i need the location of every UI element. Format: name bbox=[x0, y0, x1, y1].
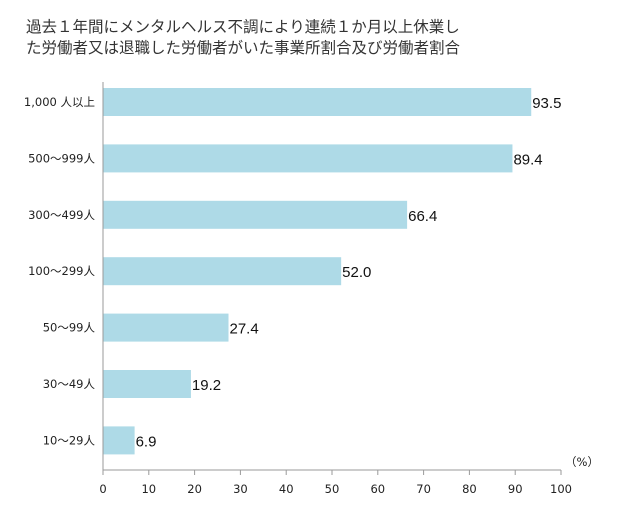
chart-title-line-2: た労働者又は退職した労働者がいた事業所割合及び労働者割合 bbox=[26, 39, 461, 57]
x-tick-label: 90 bbox=[508, 482, 523, 496]
x-tick-label: 20 bbox=[187, 482, 202, 496]
value-label: 66.4 bbox=[408, 208, 437, 225]
category-label: 500～999人 bbox=[28, 151, 95, 165]
x-tick-label: 10 bbox=[141, 482, 156, 496]
value-label: 27.4 bbox=[229, 321, 258, 338]
value-label: 89.4 bbox=[513, 151, 542, 168]
bars-layer bbox=[103, 88, 532, 455]
x-tick-label: 50 bbox=[325, 482, 340, 496]
bar bbox=[103, 144, 513, 173]
x-tick-label: 60 bbox=[370, 482, 385, 496]
x-axis: 0 10 20 30 40 50 60 70 80 90 100 （%） bbox=[99, 82, 599, 496]
value-label: 93.5 bbox=[532, 95, 561, 112]
value-label: 6.9 bbox=[136, 433, 157, 450]
x-tick-label: 40 bbox=[279, 482, 294, 496]
x-axis-unit: （%） bbox=[565, 455, 599, 469]
labels-layer: 1,000 人以上 93.5 500～999人 89.4 300～499人 66.4 100… bbox=[24, 95, 562, 450]
category-label: 1,000 人以上 bbox=[24, 95, 95, 109]
chart-title: 過去１年間にメンタルヘルス不調により連続１か月以上休業し た労働者又は退職した労… bbox=[26, 17, 586, 59]
category-label: 50～99人 bbox=[43, 321, 96, 335]
bar bbox=[103, 313, 229, 342]
x-tick-label: 30 bbox=[233, 482, 248, 496]
category-label: 100～299人 bbox=[28, 264, 95, 278]
chart-title-line-1: 過去１年間にメンタルヘルス不調により連続１か月以上休業し bbox=[26, 18, 460, 36]
bar bbox=[103, 426, 135, 455]
category-label: 30～49人 bbox=[43, 377, 96, 391]
x-tick-label: 70 bbox=[416, 482, 431, 496]
bar bbox=[103, 370, 191, 398]
bar bbox=[103, 257, 342, 286]
bar bbox=[103, 88, 532, 116]
value-label: 19.2 bbox=[192, 377, 221, 394]
x-tick-label: 100 bbox=[550, 482, 572, 496]
x-tick-label: 80 bbox=[462, 482, 477, 496]
value-label: 52.0 bbox=[342, 264, 371, 281]
bar bbox=[103, 200, 408, 229]
category-label: 300～499人 bbox=[28, 208, 95, 222]
x-tick-label: 0 bbox=[99, 482, 106, 496]
category-label: 10～29人 bbox=[43, 433, 96, 447]
